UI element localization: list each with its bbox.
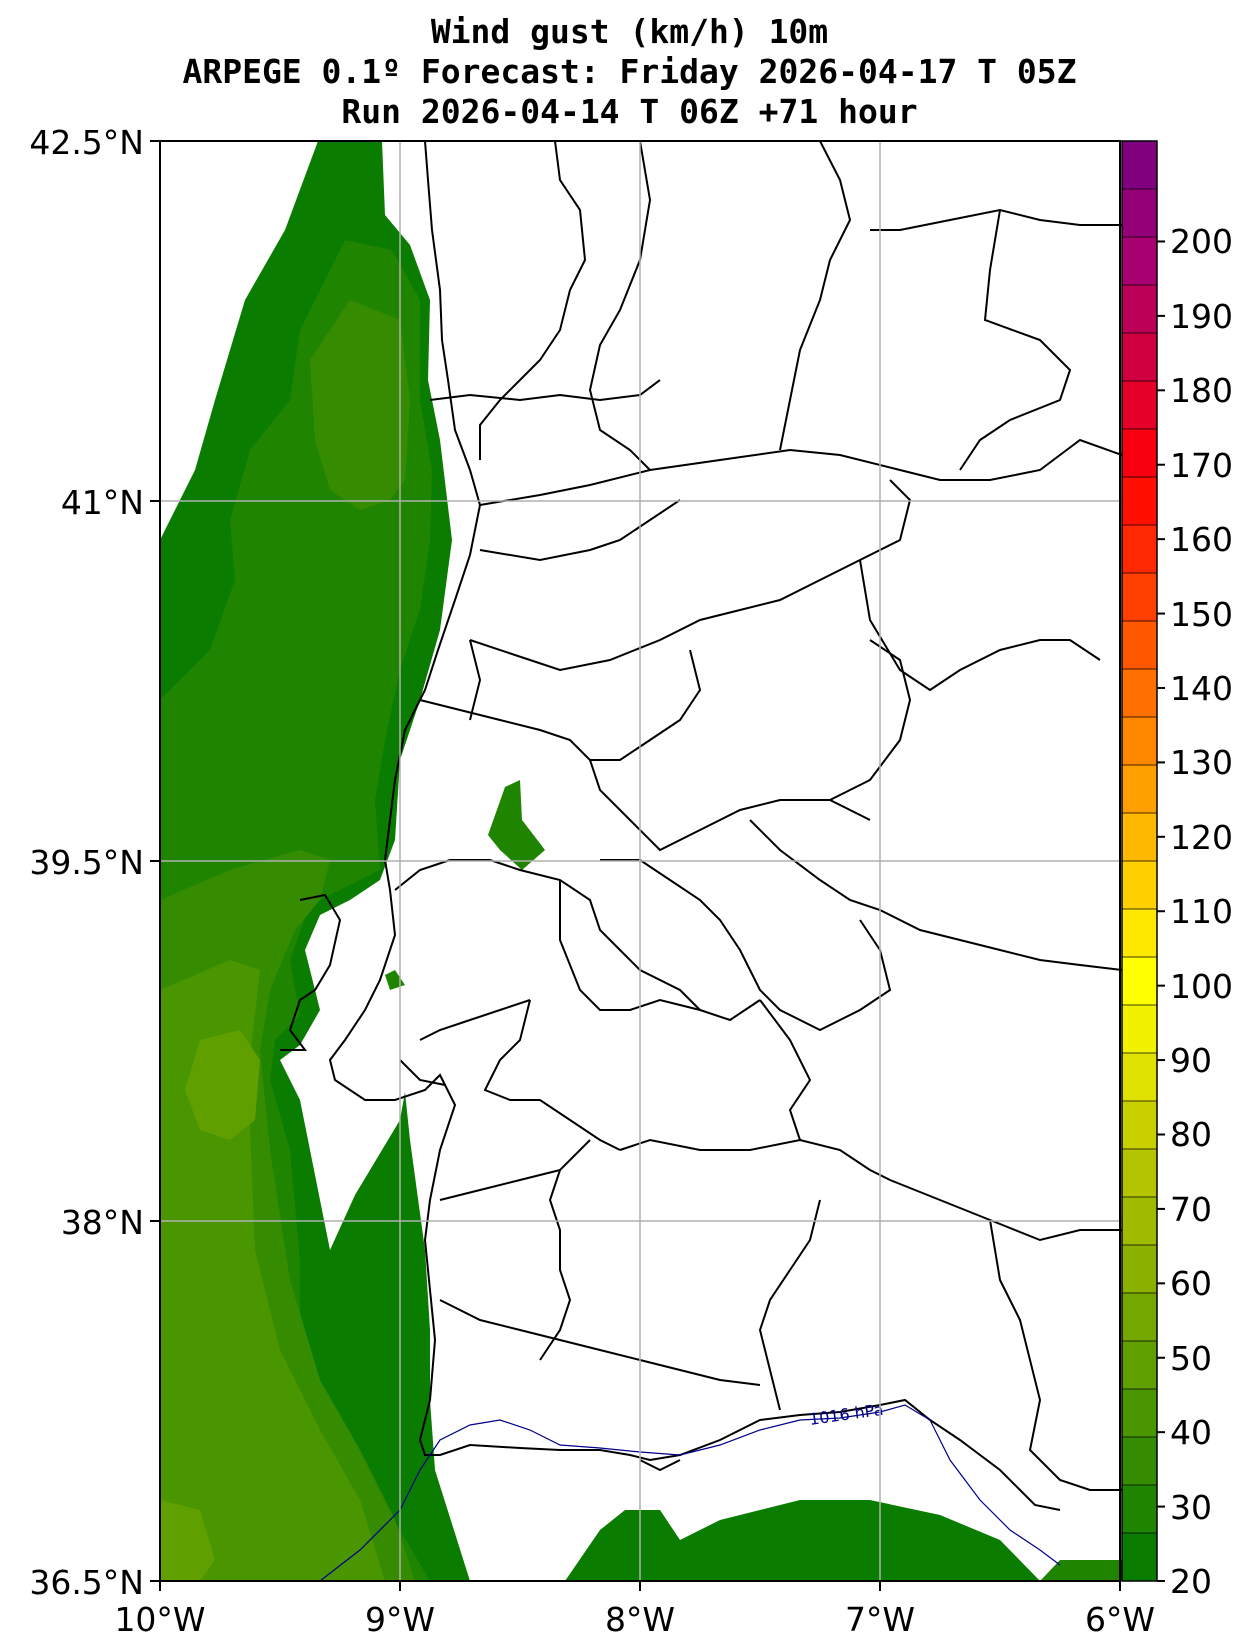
colorbar-swatch [1122, 621, 1157, 670]
colorbar-tick-label: 60 [1170, 1264, 1212, 1304]
colorbar-swatch [1122, 1245, 1157, 1294]
colorbar [1122, 141, 1157, 1582]
colorbar-swatch [1122, 813, 1157, 862]
colorbar-swatch [1122, 1389, 1157, 1438]
colorbar-tick-label: 160 [1170, 520, 1233, 560]
lon-label-7w: 7°W [844, 1600, 916, 1639]
colorbar-tick-label: 130 [1170, 743, 1233, 783]
colorbar-tick-label: 190 [1170, 296, 1233, 336]
colorbar-tick-label: 90 [1170, 1041, 1212, 1081]
colorbar-swatch [1122, 573, 1157, 622]
colorbar-tick-label: 20 [1170, 1562, 1212, 1601]
colorbar-tick-label: 120 [1170, 817, 1233, 857]
colorbar-tick-label: 170 [1170, 445, 1233, 485]
colorbar-swatch [1122, 477, 1157, 526]
colorbar-tick-label: 200 [1170, 222, 1233, 262]
colorbar-swatch [1122, 525, 1157, 574]
lon-label-10w: 10°W [114, 1600, 206, 1639]
colorbar-tick-label: 70 [1170, 1189, 1212, 1229]
colorbar-tick-label: 30 [1170, 1487, 1212, 1527]
title-line-2: ARPEGE 0.1º Forecast: Friday 2026-04-17 … [182, 52, 1077, 91]
lat-label-41: 41°N [60, 483, 144, 522]
colorbar-tick-label: 80 [1170, 1115, 1212, 1155]
colorbar-swatch [1122, 333, 1157, 382]
lat-label-38: 38°N [60, 1203, 144, 1242]
colorbar-frame [1121, 140, 1158, 1582]
lon-label-8w: 8°W [604, 1600, 676, 1639]
colorbar-swatch [1122, 1053, 1157, 1102]
colorbar-swatch [1122, 141, 1157, 190]
colorbar-swatch [1122, 1437, 1157, 1486]
colorbar-tick-label: 180 [1170, 371, 1233, 411]
colorbar-swatch [1122, 1293, 1157, 1342]
colorbar-swatch [1122, 1485, 1157, 1534]
colorbar-swatch [1122, 1197, 1157, 1246]
colorbar-swatch [1122, 1149, 1157, 1198]
colorbar-ticks [1157, 240, 1165, 1582]
colorbar-tick-label: 110 [1170, 892, 1233, 932]
colorbar-swatch [1122, 429, 1157, 478]
colorbar-swatch [1122, 189, 1157, 238]
colorbar-swatch [1122, 1341, 1157, 1390]
colorbar-tick-label: 40 [1170, 1413, 1212, 1453]
colorbar-swatch [1122, 861, 1157, 910]
lon-label-6w: 6°W [1084, 1600, 1156, 1639]
lat-label-39-5: 39.5°N [29, 843, 144, 882]
isobar-line [319, 1404, 1061, 1582]
colorbar-swatch [1122, 1101, 1157, 1150]
colorbar-tick-label: 50 [1170, 1338, 1212, 1378]
colorbar-swatch [1122, 717, 1157, 766]
colorbar-tick-label: 140 [1170, 668, 1233, 708]
lat-label-42-5: 42.5°N [29, 123, 144, 162]
title-line-3: Run 2026-04-14 T 06Z +71 hour [341, 92, 918, 131]
lon-label-9w: 9°W [364, 1600, 436, 1639]
colorbar-tick-label: 150 [1170, 594, 1233, 634]
colorbar-swatch [1122, 1005, 1157, 1054]
lat-label-36-5: 36.5°N [29, 1563, 144, 1602]
colorbar-swatch [1122, 381, 1157, 430]
colorbar-tick-label: 100 [1170, 966, 1233, 1006]
colorbar-swatch [1122, 1533, 1157, 1582]
colorbar-swatch [1122, 237, 1157, 286]
colorbar-swatch [1122, 669, 1157, 718]
title-line-1: Wind gust (km/h) 10m [430, 12, 829, 51]
colorbar-swatch [1122, 765, 1157, 814]
map-frame [159, 140, 1121, 1582]
colorbar-swatch [1122, 909, 1157, 958]
axis-ticks [150, 140, 1121, 1591]
colorbar-swatch [1122, 957, 1157, 1006]
colorbar-swatch [1122, 285, 1157, 334]
